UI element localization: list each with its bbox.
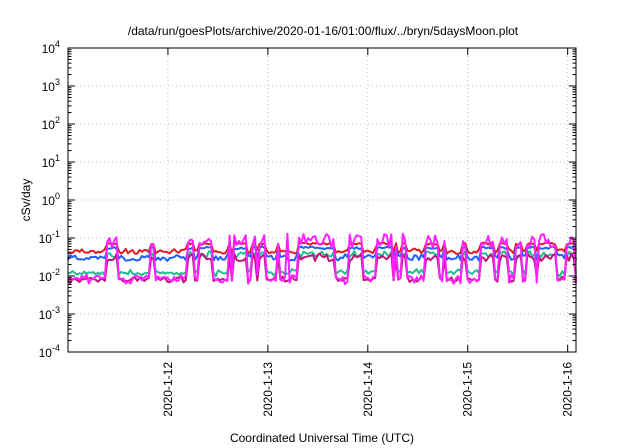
chart-title: /data/run/goesPlots/archive/2020-01-16/0… [128,24,519,38]
y-tick-label: 10-2 [39,267,60,284]
y-axis-label: cSv/day [19,179,33,222]
x-tick-label: 2020-1-16 [561,362,575,417]
y-tick-label: 102 [42,115,60,132]
y-tick-label: 104 [42,39,60,56]
y-tick-label: 10-1 [39,229,60,246]
x-tick-label: 2020-1-15 [461,362,475,417]
y-tick-label: 103 [42,77,60,94]
x-tick-label: 2020-1-12 [161,362,175,417]
y-tick-label: 10-4 [39,343,60,360]
series-line [67,232,577,286]
y-axis-ticks: 10-4 10-3 10-2 10-1 100 101 102 103 104 [39,39,576,360]
grid-lines [68,48,576,352]
x-axis-label: Coordinated Universal Time (UTC) [230,431,414,445]
series-group [67,232,577,286]
y-tick-label: 101 [42,153,60,170]
y-tick-label: 10-3 [39,305,60,322]
y-tick-label: 100 [42,191,60,208]
series-line [67,252,577,284]
x-axis-ticks: 2020-1-12 2020-1-13 2020-1-14 2020-1-15 2020… [161,48,575,417]
x-tick-label: 2020-1-13 [261,362,275,417]
x-tick-label: 2020-1-14 [361,362,375,417]
